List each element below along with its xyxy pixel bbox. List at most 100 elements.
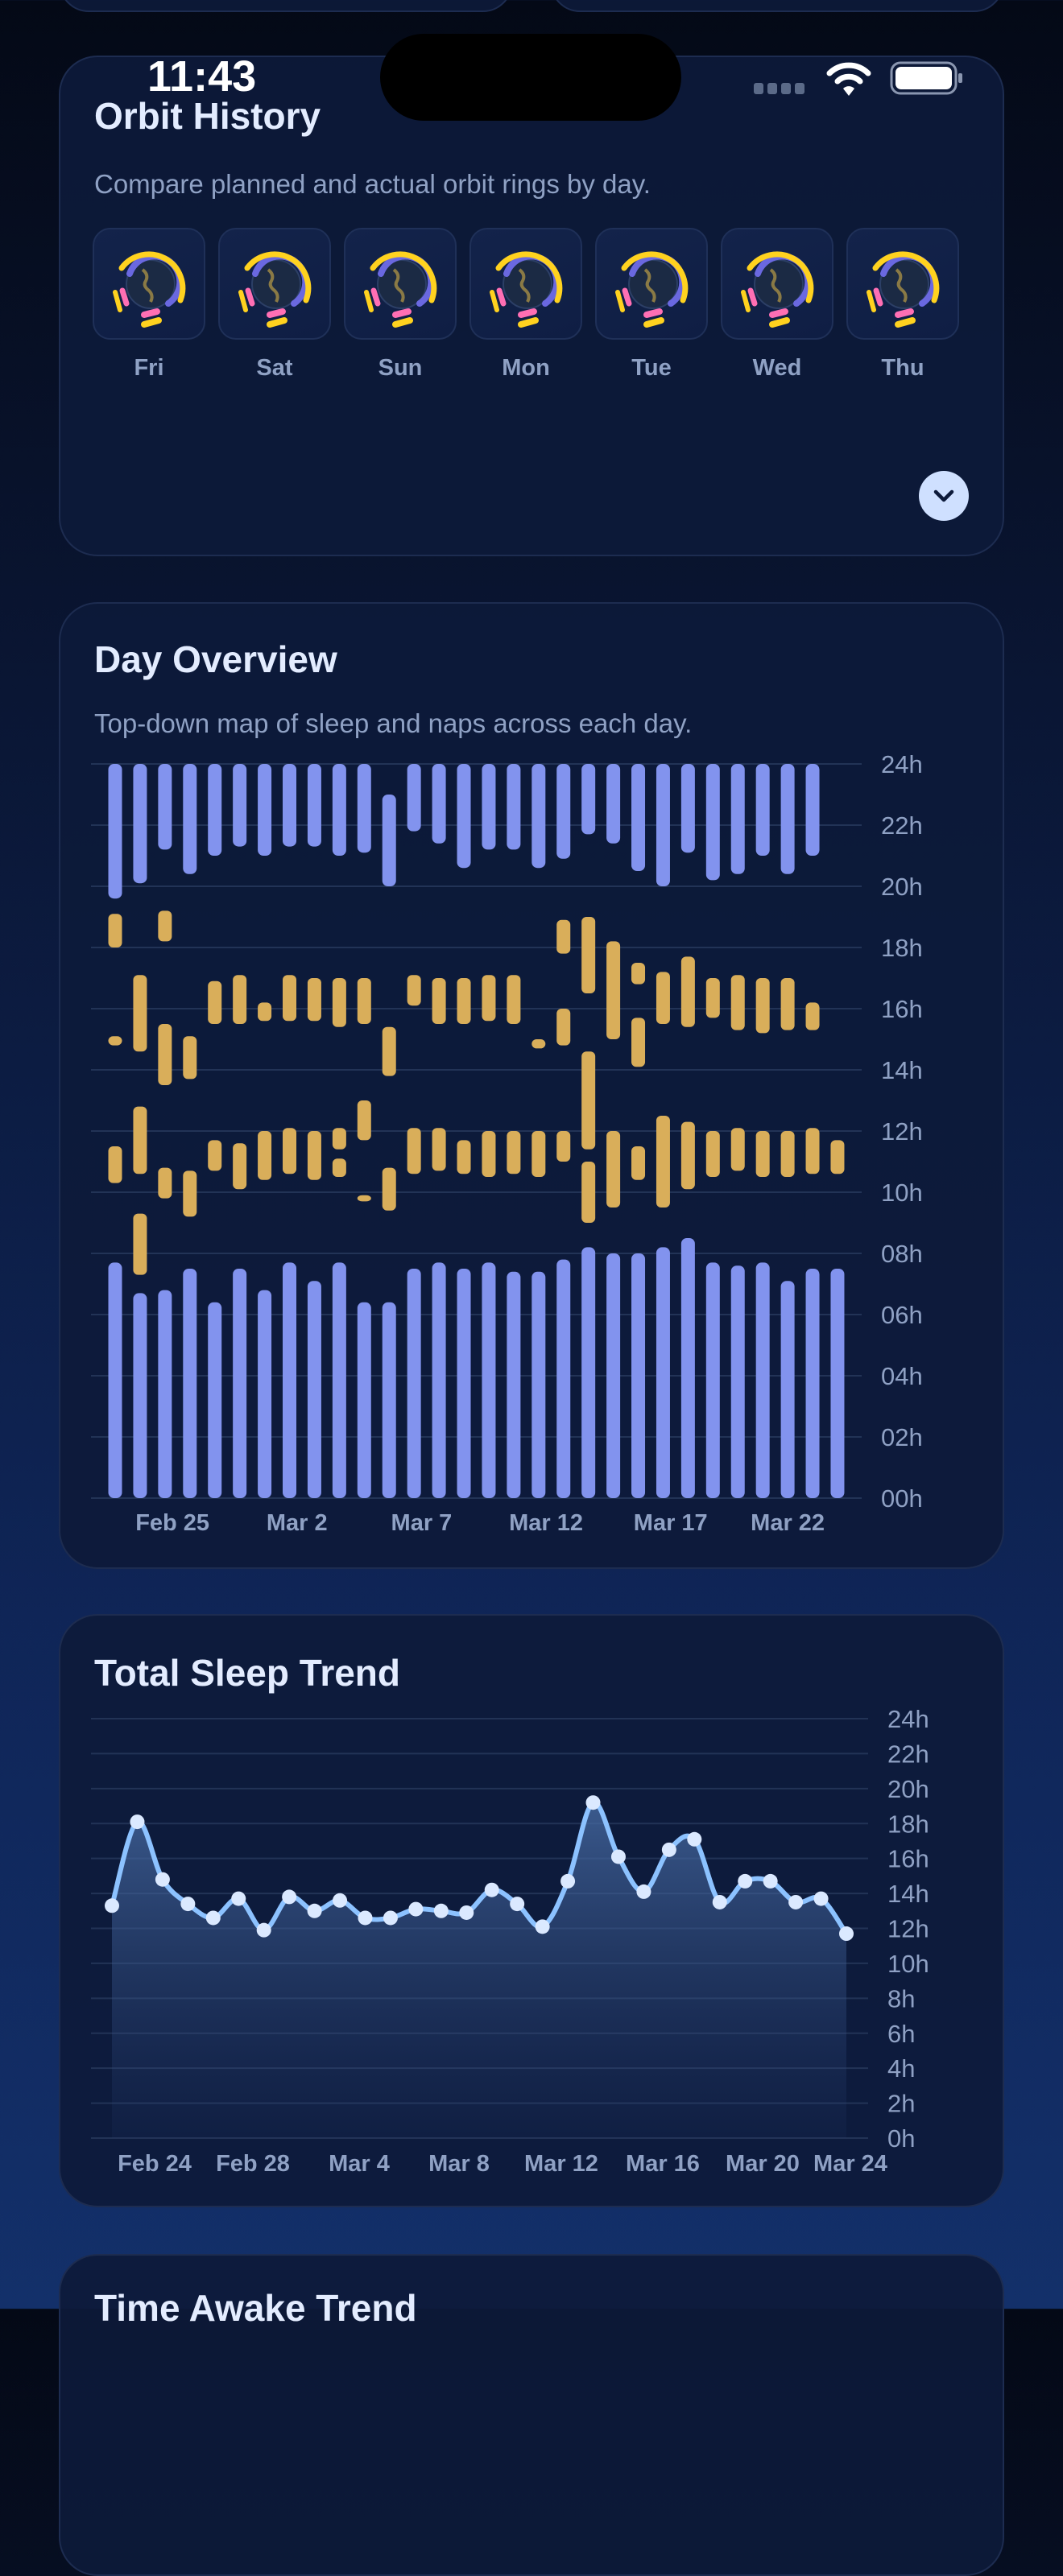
sleep-bar (755, 1262, 770, 1498)
nap-bar (332, 1158, 346, 1177)
sleep-bar (507, 764, 521, 850)
orbit-day-tile[interactable] (469, 228, 582, 340)
nap-bar (805, 1002, 820, 1030)
x-tick-label: Mar 7 (391, 1510, 453, 1536)
sleep-bar (307, 1281, 321, 1498)
nap-bar (183, 1036, 197, 1080)
x-tick-label: Mar 24 (813, 2151, 887, 2177)
nap-bar (357, 978, 371, 1024)
nap-bar (382, 1167, 396, 1211)
sleep-bar (283, 1262, 297, 1498)
nap-bar (556, 919, 571, 954)
orbit-day-tile[interactable] (344, 228, 457, 340)
sleep-bar (631, 1253, 646, 1498)
sleep-bar (407, 1269, 421, 1498)
sleep-bar (382, 795, 396, 886)
orbit-day-tile[interactable] (846, 228, 959, 340)
dynamic-island (380, 34, 681, 121)
sleep-bar (233, 1269, 247, 1498)
nap-bar (606, 941, 621, 1039)
y-tick-label: 24h (887, 1705, 929, 1733)
trend-point (383, 1910, 398, 1926)
orbit-day-tile[interactable] (93, 228, 205, 340)
trend-point (433, 1903, 449, 1918)
nap-bar (830, 1140, 845, 1174)
sleep-bar (656, 1247, 670, 1498)
trend-point (510, 1897, 525, 1912)
trend-point (687, 1831, 702, 1847)
nap-bar (507, 1131, 521, 1174)
trend-point (333, 1893, 348, 1908)
sleep-bar (382, 1302, 396, 1498)
sleep-bar (805, 764, 820, 856)
trend-point (459, 1905, 474, 1920)
trend-point (282, 1889, 297, 1905)
nap-bar (258, 1002, 272, 1022)
orbit-day-label: Wed (752, 355, 802, 381)
sleep-bar (332, 1262, 346, 1498)
sleep-bar (730, 1265, 745, 1498)
x-tick-label: Feb 25 (135, 1510, 209, 1536)
nap-bar (705, 978, 720, 1018)
nap-bar (755, 1131, 770, 1177)
sleep-bar (258, 1290, 272, 1498)
sleep-bar (507, 1271, 521, 1498)
nap-bar (432, 978, 446, 1024)
sleep-bar (581, 764, 596, 835)
x-tick-label: Feb 24 (118, 2151, 192, 2177)
y-tick-label: 20h (881, 873, 923, 901)
nap-bar (581, 1162, 596, 1223)
trend-point (256, 1922, 271, 1938)
nap-bar (780, 978, 795, 1030)
battery-icon (890, 61, 962, 95)
nap-bar (656, 972, 670, 1024)
x-tick-label: Feb 28 (216, 2151, 290, 2177)
nap-bar (482, 975, 496, 1022)
cellular-signal-icon (754, 83, 804, 94)
day-overview-subtitle: Top-down map of sleep and naps across ea… (94, 708, 693, 738)
nap-bar (407, 1128, 421, 1174)
orbit-day-tile[interactable] (218, 228, 331, 340)
y-tick-label: 22h (881, 811, 923, 840)
y-tick-label: 8h (887, 1984, 915, 2013)
sleep-bar (208, 1302, 222, 1498)
trend-point (813, 1891, 829, 1906)
sleep-bar (332, 764, 346, 856)
sleep-bar (407, 764, 421, 832)
orbit-history-title: Orbit History (94, 95, 321, 137)
day-overview-chart: 24h 22h 20h 18h 16h 14h 12h 10h 08h 06h 04h 02h 00h F… (91, 750, 923, 1536)
nap-bar (631, 1146, 646, 1180)
nap-bar (532, 1131, 546, 1177)
y-tick-label: 12h (887, 1915, 929, 1943)
nap-bar (556, 1131, 571, 1162)
trend-point (560, 1873, 576, 1889)
wifi-icon (826, 62, 871, 96)
nap-bar (258, 1131, 272, 1180)
nap-bar (307, 978, 321, 1022)
expand-button[interactable] (919, 471, 969, 521)
sleep-bar (133, 1293, 147, 1498)
sleep-bar (556, 1259, 571, 1498)
nap-bar (705, 1131, 720, 1177)
orbit-rings-icon (113, 251, 186, 328)
sleep-bar (606, 1253, 621, 1498)
x-tick-label: Mar 2 (267, 1510, 328, 1536)
trend-point (610, 1849, 626, 1864)
total-sleep-trend-chart: 24h 22h 20h 18h 16h 14h 12h 10h 8h 6h 4h 2h 0h Feb 24… (91, 1705, 929, 2177)
nap-bar (581, 917, 596, 993)
orbit-day-tile[interactable] (595, 228, 708, 340)
nap-bar (233, 975, 247, 1024)
trend-point (307, 1903, 322, 1918)
y-tick-label: 20h (887, 1775, 929, 1803)
nap-bar (680, 1121, 695, 1190)
nap-bar (457, 978, 471, 1024)
sleep-bar (556, 764, 571, 859)
sleep-bar (780, 764, 795, 874)
sleep-bar (258, 764, 272, 856)
orbit-day-tile[interactable] (721, 228, 833, 340)
nap-bar (108, 1036, 122, 1046)
orbit-day-label: Sun (378, 355, 423, 381)
x-tick-label: Mar 4 (329, 2151, 390, 2177)
total-sleep-trend-title: Total Sleep Trend (94, 1652, 400, 1694)
nap-bar (432, 1128, 446, 1171)
